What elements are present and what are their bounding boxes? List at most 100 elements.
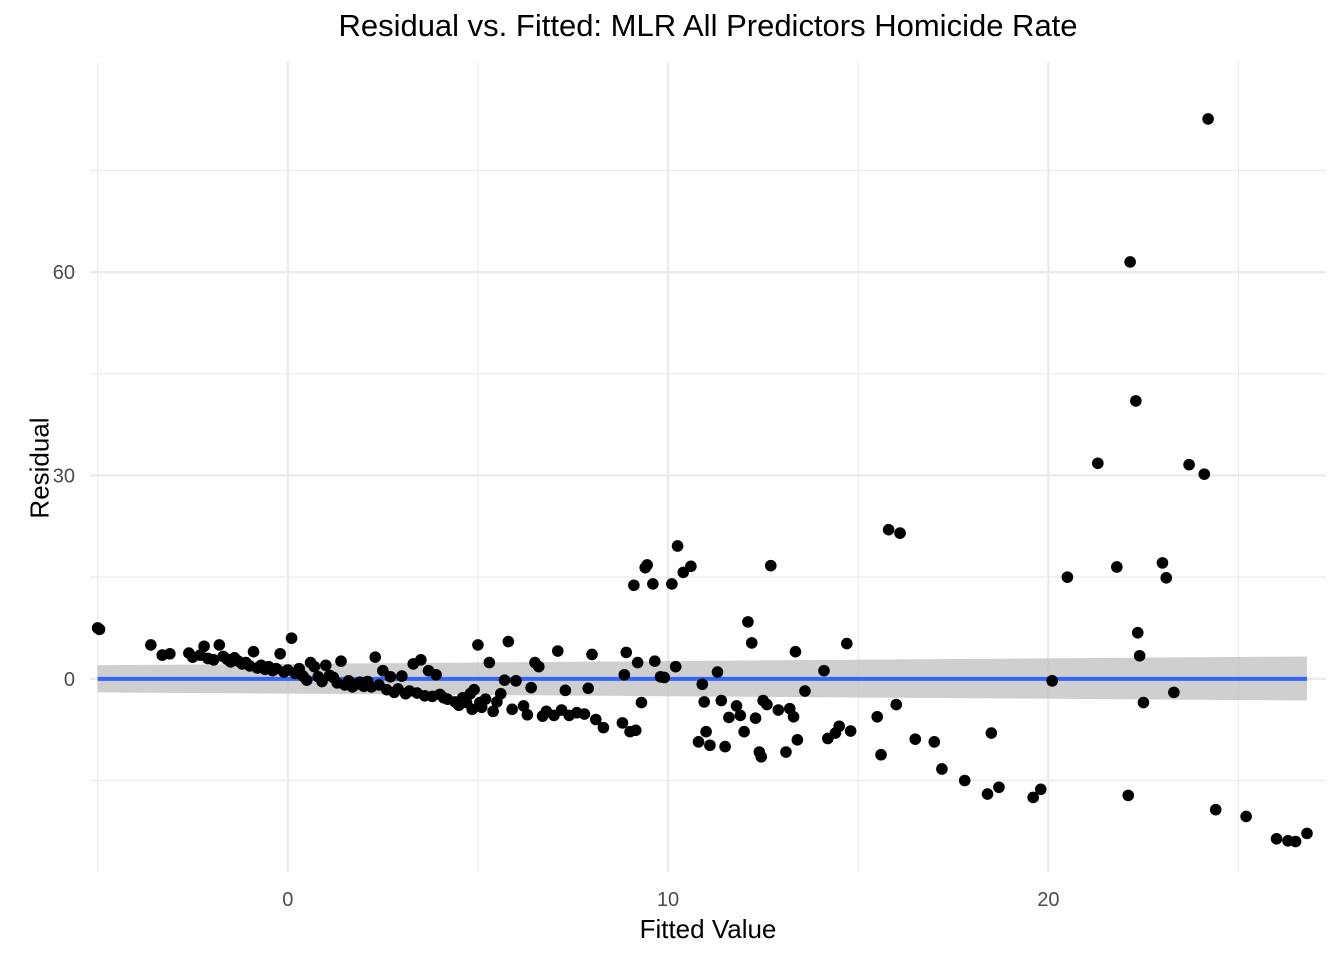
data-point xyxy=(517,700,530,712)
data-point xyxy=(745,637,758,649)
data-point xyxy=(1034,783,1047,796)
y-tick-label: 0 xyxy=(64,669,75,691)
data-point xyxy=(719,740,731,753)
data-point xyxy=(764,559,777,572)
data-point xyxy=(1183,458,1195,471)
data-point xyxy=(730,700,743,712)
data-point xyxy=(1092,457,1104,470)
data-point xyxy=(666,578,678,590)
x-tick-label: 10 xyxy=(657,889,679,911)
data-point xyxy=(658,671,671,684)
data-point xyxy=(487,705,499,718)
data-point xyxy=(198,640,210,653)
data-point xyxy=(521,708,534,721)
data-point xyxy=(1046,675,1058,687)
data-point xyxy=(629,724,642,737)
data-point xyxy=(791,734,804,746)
data-point xyxy=(1137,696,1150,709)
data-point xyxy=(207,654,220,666)
data-point xyxy=(616,717,629,729)
data-point xyxy=(698,696,710,708)
data-point xyxy=(1124,256,1136,268)
chart-title: Residual vs. Fitted: MLR All Predictors … xyxy=(338,8,1078,43)
data-point xyxy=(669,660,682,673)
x-tick-label: 20 xyxy=(1037,889,1059,911)
data-point xyxy=(494,687,507,700)
data-point xyxy=(510,675,522,687)
data-point xyxy=(833,720,846,733)
data-point xyxy=(590,713,602,726)
data-point xyxy=(704,739,716,752)
data-point xyxy=(628,579,640,592)
data-point xyxy=(789,645,802,658)
data-point xyxy=(696,678,709,691)
data-point xyxy=(502,635,515,648)
data-point xyxy=(468,683,480,696)
data-point xyxy=(894,527,906,539)
data-point xyxy=(1301,827,1313,840)
data-point xyxy=(692,736,705,748)
data-point xyxy=(734,709,747,722)
data-point xyxy=(648,655,661,667)
data-point xyxy=(430,668,442,681)
data-point xyxy=(532,660,545,673)
data-point xyxy=(1160,572,1173,584)
data-point xyxy=(483,656,496,669)
data-point xyxy=(909,733,922,745)
data-point xyxy=(597,721,610,734)
data-point xyxy=(213,639,226,651)
data-point xyxy=(319,659,332,672)
data-point xyxy=(1209,803,1222,816)
data-point xyxy=(586,648,598,661)
data-point xyxy=(711,666,724,678)
data-point xyxy=(818,664,830,677)
data-point xyxy=(1240,810,1252,823)
data-point xyxy=(641,559,653,571)
data-point xyxy=(928,736,941,748)
data-point xyxy=(1168,686,1180,699)
data-point xyxy=(875,748,887,761)
data-point xyxy=(582,682,595,695)
data-point xyxy=(1131,626,1144,639)
data-point xyxy=(285,632,298,644)
data-point xyxy=(985,727,998,739)
data-point xyxy=(844,725,857,737)
data-points xyxy=(91,113,1313,848)
data-point xyxy=(635,696,648,709)
data-point xyxy=(1061,571,1074,583)
data-point xyxy=(1027,791,1039,804)
data-point xyxy=(551,645,564,657)
data-point xyxy=(723,711,735,724)
data-point xyxy=(700,725,712,738)
data-point xyxy=(498,674,511,686)
data-point xyxy=(1111,561,1123,573)
data-point xyxy=(578,708,591,720)
data-point xyxy=(882,523,895,536)
data-point xyxy=(1122,789,1135,802)
data-point xyxy=(787,710,800,723)
data-point xyxy=(841,637,853,650)
data-point xyxy=(145,639,157,651)
data-point xyxy=(274,647,286,660)
data-point xyxy=(247,645,260,658)
data-point xyxy=(466,703,479,716)
data-point xyxy=(1133,649,1146,662)
data-point xyxy=(300,674,313,686)
data-point xyxy=(1289,835,1302,848)
data-point xyxy=(742,616,754,628)
data-point xyxy=(749,712,762,724)
data-point xyxy=(384,670,397,683)
data-point xyxy=(685,560,697,573)
data-point xyxy=(479,693,492,705)
data-point xyxy=(890,698,903,711)
data-point xyxy=(799,685,811,697)
x-tick-label: 0 xyxy=(282,889,293,911)
y-tick-label: 60 xyxy=(53,262,75,284)
y-tick-label: 30 xyxy=(53,465,75,487)
data-point xyxy=(472,639,484,651)
data-point xyxy=(715,694,728,707)
data-point xyxy=(871,710,884,723)
data-point xyxy=(780,746,792,758)
data-point xyxy=(164,647,176,660)
